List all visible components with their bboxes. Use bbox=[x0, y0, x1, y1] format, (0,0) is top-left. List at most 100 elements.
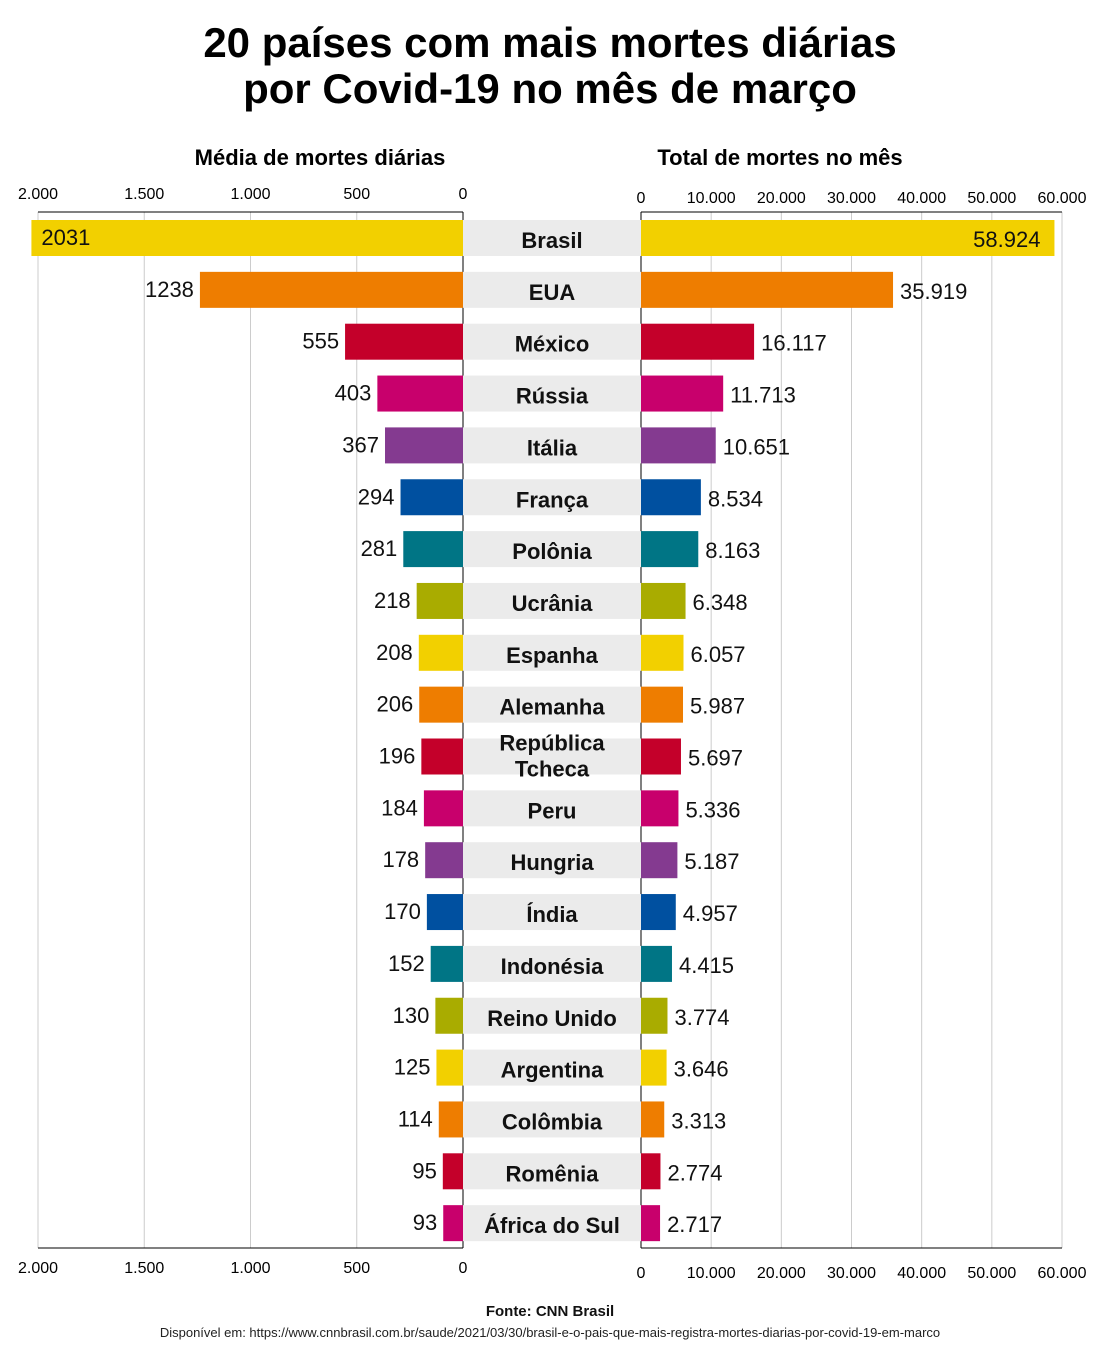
left-bar bbox=[425, 842, 463, 879]
left-tick-top: 2.000 bbox=[18, 186, 58, 203]
country-label: Alemanha bbox=[499, 695, 605, 720]
source-url: Disponível em: https://www.cnnbrasil.com… bbox=[160, 1325, 940, 1340]
left-bar bbox=[442, 1153, 463, 1190]
right-value-label: 6.348 bbox=[693, 590, 748, 615]
right-bar bbox=[641, 271, 894, 308]
right-value-label: 5.697 bbox=[688, 746, 743, 771]
right-bar bbox=[641, 1049, 667, 1086]
right-bar bbox=[641, 1205, 661, 1242]
left-value-label: 2031 bbox=[41, 225, 90, 250]
left-value-label: 403 bbox=[335, 381, 372, 406]
left-value-label: 1238 bbox=[145, 277, 194, 302]
right-value-label: 10.651 bbox=[723, 434, 790, 459]
country-label-bg bbox=[463, 323, 641, 360]
country-label-bg bbox=[463, 582, 641, 619]
right-bar bbox=[641, 790, 679, 827]
country-label-bg bbox=[463, 945, 641, 982]
country-label: Rússia bbox=[516, 384, 589, 409]
left-value-label: 170 bbox=[384, 899, 421, 924]
right-bar bbox=[641, 479, 701, 516]
left-bar bbox=[199, 271, 464, 308]
country-label-bg bbox=[463, 1153, 641, 1190]
left-tick-top: 1.500 bbox=[124, 186, 164, 203]
right-tick-top: 50.000 bbox=[967, 190, 1016, 207]
country-label: México bbox=[515, 332, 590, 357]
right-bar bbox=[641, 738, 681, 775]
left-value-label: 218 bbox=[374, 588, 411, 613]
country-label-bg bbox=[463, 738, 641, 775]
country-label-bg bbox=[463, 271, 641, 308]
left-panel-label: Média de mortes diárias bbox=[195, 145, 446, 170]
right-value-label: 5.987 bbox=[690, 694, 745, 719]
left-bar bbox=[436, 1049, 463, 1086]
left-bar bbox=[377, 375, 463, 412]
right-tick-top: 20.000 bbox=[757, 190, 806, 207]
right-value-label: 4.957 bbox=[683, 901, 738, 926]
right-bar bbox=[641, 686, 684, 723]
right-value-label: 2.774 bbox=[667, 1160, 722, 1185]
left-value-label: 208 bbox=[376, 640, 413, 665]
left-bar bbox=[423, 790, 463, 827]
left-tick-top: 500 bbox=[343, 186, 370, 203]
country-label-bg bbox=[463, 1049, 641, 1086]
right-tick-bottom: 0 bbox=[637, 1265, 646, 1282]
right-bar bbox=[641, 427, 716, 464]
left-bar bbox=[385, 427, 463, 464]
right-value-label: 5.187 bbox=[684, 849, 739, 874]
left-value-label: 184 bbox=[381, 795, 418, 820]
country-label: EUA bbox=[529, 280, 576, 305]
left-tick-top: 0 bbox=[459, 186, 468, 203]
left-value-label: 130 bbox=[393, 1003, 430, 1028]
left-bar bbox=[31, 220, 463, 256]
country-label: Colômbia bbox=[502, 1109, 603, 1134]
left-value-label: 114 bbox=[398, 1106, 433, 1131]
right-value-label: 3.313 bbox=[671, 1108, 726, 1133]
left-value-label: 196 bbox=[379, 744, 416, 769]
right-value-label: 2.717 bbox=[667, 1212, 722, 1237]
right-tick-top: 30.000 bbox=[827, 190, 876, 207]
left-bar bbox=[421, 738, 463, 775]
country-label: Indonésia bbox=[501, 954, 604, 979]
right-tick-bottom: 20.000 bbox=[757, 1265, 806, 1282]
right-bar bbox=[641, 997, 668, 1034]
right-panel-label: Total de mortes no mês bbox=[657, 145, 902, 170]
right-bar bbox=[641, 531, 699, 568]
country-label-bg bbox=[463, 220, 641, 256]
country-label-bg bbox=[463, 894, 641, 931]
left-value-label: 152 bbox=[388, 951, 425, 976]
right-bar bbox=[641, 894, 676, 931]
right-value-label: 3.646 bbox=[674, 1057, 729, 1082]
country-label: Reino Unido bbox=[487, 1006, 617, 1031]
source: Fonte: CNN Brasil bbox=[486, 1303, 614, 1320]
left-value-label: 281 bbox=[361, 536, 398, 561]
left-bar bbox=[418, 634, 463, 671]
country-label-bg bbox=[463, 842, 641, 879]
right-tick-bottom: 40.000 bbox=[897, 1265, 946, 1282]
left-bar bbox=[443, 1205, 463, 1242]
left-value-label: 294 bbox=[358, 484, 395, 509]
right-bar bbox=[641, 1101, 665, 1138]
right-tick-bottom: 10.000 bbox=[687, 1265, 736, 1282]
left-bar bbox=[400, 479, 463, 516]
left-tick-bottom: 500 bbox=[343, 1260, 370, 1277]
right-value-label: 11.713 bbox=[730, 383, 796, 408]
country-label: Itália bbox=[527, 435, 578, 460]
right-value-label: 4.415 bbox=[679, 953, 734, 978]
country-label: Espanha bbox=[506, 643, 598, 668]
right-bar bbox=[641, 945, 672, 982]
left-value-label: 206 bbox=[377, 692, 414, 717]
left-value-label: 367 bbox=[342, 432, 379, 457]
country-label-bg bbox=[463, 531, 641, 568]
left-value-label: 95 bbox=[412, 1158, 436, 1183]
country-label-bg bbox=[463, 479, 641, 516]
country-label: Peru bbox=[528, 798, 577, 823]
left-bar bbox=[430, 945, 463, 982]
country-label-bg bbox=[463, 686, 641, 723]
right-bar bbox=[641, 1153, 661, 1190]
title-line-2: por Covid-19 no mês de março bbox=[243, 65, 857, 112]
left-tick-bottom: 0 bbox=[459, 1260, 468, 1277]
country-label-bg bbox=[463, 997, 641, 1034]
country-label-bg bbox=[463, 634, 641, 671]
